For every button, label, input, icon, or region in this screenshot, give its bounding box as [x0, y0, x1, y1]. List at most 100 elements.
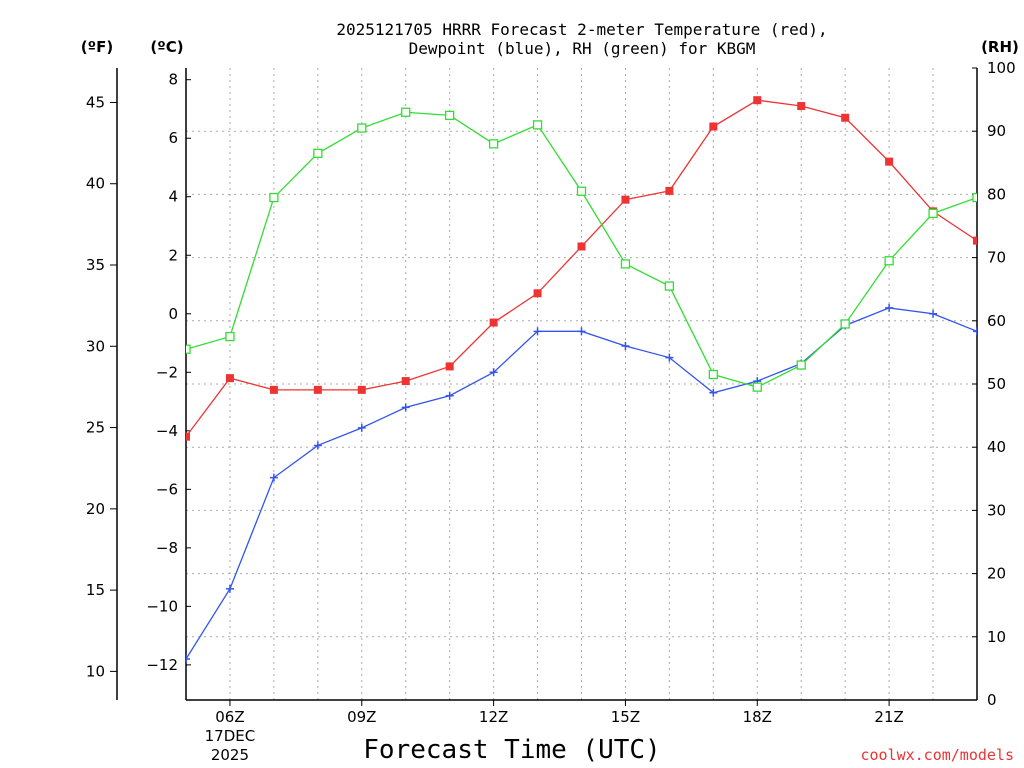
rh-tick-label: 30	[987, 501, 1006, 519]
rh-point	[269, 192, 279, 203]
rh-point	[401, 107, 411, 117]
temperature-point	[489, 318, 498, 327]
rh-tick-label: 0	[987, 691, 997, 709]
x-tick-label: 12Z	[479, 708, 508, 726]
celsius-tick-label: −4	[156, 422, 178, 440]
celsius-tick-label: 0	[168, 305, 178, 323]
rh-point	[186, 344, 191, 354]
dewpoint-point	[709, 388, 718, 397]
fahrenheit-tick-label: 45	[86, 93, 105, 111]
rh-point	[972, 192, 977, 203]
dewpoint-point	[357, 423, 366, 432]
temperature-point	[709, 122, 718, 131]
celsius-tick-label: −12	[146, 656, 178, 674]
x-date-label: 2025	[211, 746, 249, 764]
x-axis-title: Forecast Time (UTC)	[363, 735, 660, 765]
rh-point	[357, 123, 367, 133]
data-series	[186, 96, 977, 664]
temperature-point	[797, 102, 806, 111]
series-rh	[186, 107, 977, 392]
rh-tick-label: 20	[987, 565, 1006, 583]
rh-unit-label: (RH)	[981, 38, 1019, 56]
temperature-point	[885, 157, 894, 166]
celsius-tick-label: 2	[168, 246, 178, 264]
dewpoint-point	[929, 309, 938, 318]
temperature-point	[269, 385, 278, 394]
gridlines	[186, 68, 977, 700]
dewpoint-point	[885, 303, 894, 312]
celsius-tick-label: 4	[168, 188, 178, 206]
dewpoint-point	[973, 327, 977, 336]
dewpoint-point	[186, 655, 190, 664]
celsius-tick-label: −8	[156, 539, 178, 557]
tick-labels: −12−10−8−6−4−202468101520253035404501020…	[86, 59, 1016, 764]
temperature-point	[313, 385, 322, 394]
rh-tick-label: 90	[987, 122, 1006, 140]
dewpoint-point	[445, 391, 454, 400]
rh-tick-label: 80	[987, 185, 1006, 203]
temperature-point	[533, 289, 542, 298]
temperature-point	[401, 377, 410, 386]
rh-tick-label: 60	[987, 312, 1006, 330]
x-tick-label: 18Z	[743, 708, 772, 726]
rh-point	[884, 256, 894, 266]
rh-tick-label: 70	[987, 249, 1006, 267]
dewpoint-point	[313, 441, 322, 450]
fahrenheit-tick-label: 30	[86, 337, 105, 355]
rh-point	[796, 360, 806, 370]
temperature-point	[753, 96, 762, 105]
rh-point	[225, 331, 235, 342]
celsius-tick-label: −2	[156, 363, 178, 381]
axes	[110, 67, 978, 706]
credit-link[interactable]: coolwx.com/models	[860, 746, 1014, 764]
celsius-tick-label: 6	[168, 129, 178, 147]
rh-point	[488, 139, 499, 149]
rh-point	[620, 259, 631, 269]
dewpoint-point	[225, 584, 234, 593]
x-tick-label: 21Z	[874, 708, 903, 726]
fahrenheit-tick-label: 40	[86, 175, 105, 193]
x-date-label: 17DEC	[205, 727, 256, 745]
temperature-point	[841, 113, 850, 122]
rh-point	[928, 208, 938, 219]
celsius-unit-label: (ºC)	[150, 38, 183, 56]
rh-point	[576, 186, 587, 196]
temperature-point	[973, 236, 977, 245]
dewpoint-point	[489, 368, 498, 377]
temperature-point	[621, 195, 630, 204]
dewpoint-point	[401, 403, 410, 412]
rh-point	[532, 120, 543, 130]
temperature-point	[577, 242, 586, 251]
rh-point	[708, 369, 718, 380]
x-tick-label: 09Z	[347, 708, 376, 726]
temperature-point	[225, 374, 234, 383]
rh-tick-label: 10	[987, 628, 1006, 646]
chart-title-line1: 2025121705 HRRR Forecast 2-meter Tempera…	[336, 20, 827, 39]
dewpoint-point	[269, 473, 278, 482]
fahrenheit-tick-label: 25	[86, 419, 105, 437]
fahrenheit-tick-label: 15	[86, 581, 105, 599]
fahrenheit-tick-label: 35	[86, 256, 105, 274]
fahrenheit-tick-label: 10	[86, 662, 105, 680]
celsius-tick-label: −6	[156, 480, 178, 498]
x-tick-label: 15Z	[611, 708, 640, 726]
rh-point	[664, 281, 675, 291]
dewpoint-point	[621, 341, 630, 350]
celsius-tick-label: 8	[168, 71, 178, 89]
rh-point	[752, 382, 762, 392]
temperature-point	[186, 432, 190, 441]
rh-tick-label: 40	[987, 438, 1006, 456]
temperature-point	[665, 186, 674, 195]
rh-point	[313, 148, 323, 158]
temperature-point	[445, 362, 454, 371]
celsius-tick-label: −10	[146, 597, 178, 615]
dewpoint-point	[533, 327, 542, 336]
dewpoint-point	[577, 327, 586, 336]
x-tick-label: 06Z	[215, 708, 244, 726]
rh-point	[840, 319, 850, 329]
fahrenheit-unit-label: (ºF)	[81, 38, 113, 56]
temperature-point	[357, 385, 366, 394]
rh-tick-label: 50	[987, 375, 1006, 393]
dewpoint-point	[665, 353, 674, 362]
